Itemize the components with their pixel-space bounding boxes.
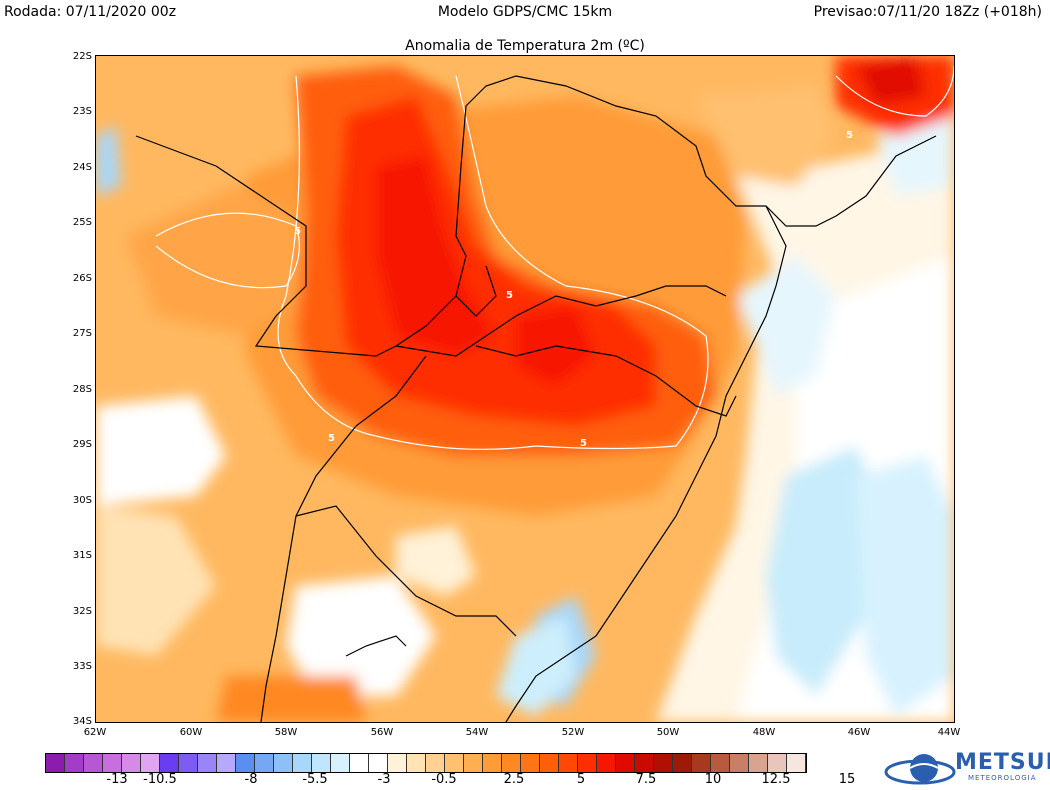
lon-label: 52W bbox=[561, 727, 585, 738]
contour-label: 5 bbox=[294, 226, 301, 237]
map-title: Anomalia de Temperatura 2m (ºC) bbox=[405, 38, 645, 54]
colorbar-swatch bbox=[369, 754, 388, 772]
colorbar-swatch bbox=[616, 754, 635, 772]
colorbar-swatch bbox=[122, 754, 141, 772]
colorbar-swatch bbox=[217, 754, 236, 772]
metsul-logo-subtitle: METEOROLOGIA bbox=[968, 774, 1037, 782]
colorbar-swatch bbox=[445, 754, 464, 772]
colorbar-swatch bbox=[179, 754, 198, 772]
lon-label: 50W bbox=[656, 727, 680, 738]
colorbar-swatch bbox=[426, 754, 445, 772]
colorbar-label: 7.5 bbox=[635, 772, 657, 787]
lon-label: 44W bbox=[937, 727, 961, 738]
colorbar-label: 12.5 bbox=[761, 772, 791, 787]
lon-label: 54W bbox=[465, 727, 489, 738]
model-label: Modelo GDPS/CMC 15km bbox=[437, 4, 613, 20]
lat-label: 34S bbox=[72, 716, 92, 727]
colorbar-label: -8 bbox=[244, 772, 258, 787]
contour-label: 5 bbox=[580, 438, 587, 449]
temperature-anomaly-map: 5 5 5 5 5 bbox=[96, 56, 954, 722]
contour-label: 5 bbox=[506, 290, 513, 301]
anomaly-field-layers bbox=[96, 56, 954, 722]
lat-label: 29S bbox=[72, 439, 92, 450]
colorbar-swatch bbox=[331, 754, 350, 772]
colorbar-swatch bbox=[483, 754, 502, 772]
colorbar-swatch bbox=[711, 754, 730, 772]
colorbar-swatch bbox=[464, 754, 483, 772]
colorbar-swatch bbox=[540, 754, 559, 772]
colorbar-swatch bbox=[198, 754, 217, 772]
lat-label: 32S bbox=[72, 606, 92, 617]
boundaries bbox=[135, 75, 937, 722]
metsul-logo-icon bbox=[884, 754, 956, 785]
colorbar-swatch bbox=[293, 754, 312, 772]
lat-label: 31S bbox=[72, 550, 92, 561]
lon-label: 48W bbox=[752, 727, 776, 738]
colorbar bbox=[45, 753, 807, 773]
contour-label: 5 bbox=[328, 433, 335, 444]
colorbar-swatch bbox=[255, 754, 274, 772]
colorbar-swatch bbox=[65, 754, 84, 772]
lon-label: 58W bbox=[274, 727, 298, 738]
contour-label: 5 bbox=[846, 130, 853, 141]
colorbar-swatch bbox=[654, 754, 673, 772]
colorbar-label: -10.5 bbox=[143, 772, 177, 787]
lat-label: 30S bbox=[72, 495, 92, 506]
colorbar-swatch bbox=[635, 754, 654, 772]
colorbar-swatch bbox=[141, 754, 160, 772]
colorbar-swatch bbox=[350, 754, 369, 772]
lat-label: 33S bbox=[72, 661, 92, 672]
colorbar-swatch bbox=[787, 754, 806, 772]
colorbar-swatch bbox=[312, 754, 331, 772]
colorbar-swatch bbox=[84, 754, 103, 772]
lat-label: 22S bbox=[72, 51, 92, 62]
colorbar-swatch bbox=[502, 754, 521, 772]
lat-label: 23S bbox=[72, 106, 92, 117]
colorbar-swatch bbox=[730, 754, 749, 772]
colorbar-label: -0.5 bbox=[431, 772, 457, 787]
lat-label: 28S bbox=[72, 384, 92, 395]
colorbar-swatch bbox=[673, 754, 692, 772]
lon-label: 60W bbox=[179, 727, 203, 738]
colorbar-label: 10 bbox=[704, 772, 722, 787]
valid-label: Previsao:07/11/20 18Zz (+018h) bbox=[813, 4, 1042, 20]
lon-label: 46W bbox=[847, 727, 871, 738]
lat-label: 25S bbox=[72, 217, 92, 228]
colorbar-label: -3 bbox=[377, 772, 391, 787]
colorbar-swatch bbox=[407, 754, 426, 772]
contour-5-lines bbox=[155, 65, 954, 450]
colorbar-swatch bbox=[160, 754, 179, 772]
colorbar-swatch bbox=[274, 754, 293, 772]
colorbar-swatch bbox=[521, 754, 540, 772]
colorbar-swatch bbox=[559, 754, 578, 772]
colorbar-swatch bbox=[236, 754, 255, 772]
colorbar-swatch bbox=[768, 754, 787, 772]
colorbar-swatch bbox=[46, 754, 65, 772]
colorbar-swatch bbox=[388, 754, 407, 772]
colorbar-swatch bbox=[578, 754, 597, 772]
run-label: Rodada: 07/11/2020 00z bbox=[4, 4, 177, 20]
colorbar-swatch bbox=[749, 754, 768, 772]
map-frame: 5 5 5 5 5 bbox=[95, 55, 955, 723]
metsul-logo-text: METSUL bbox=[955, 750, 1050, 775]
lon-label: 62W bbox=[83, 727, 107, 738]
colorbar-swatch bbox=[103, 754, 122, 772]
colorbar-swatch bbox=[692, 754, 711, 772]
lat-label: 27S bbox=[72, 328, 92, 339]
colorbar-swatch bbox=[597, 754, 616, 772]
lat-label: 26S bbox=[72, 273, 92, 284]
lon-label: 56W bbox=[370, 727, 394, 738]
contour-labels: 5 5 5 5 5 bbox=[294, 130, 853, 449]
lat-label: 24S bbox=[72, 162, 92, 173]
colorbar-label: 2.5 bbox=[503, 772, 525, 787]
colorbar-label: -13 bbox=[106, 772, 128, 787]
colorbar-label: -5.5 bbox=[302, 772, 328, 787]
colorbar-label: 15 bbox=[838, 772, 856, 787]
colorbar-label: 5 bbox=[576, 772, 586, 787]
